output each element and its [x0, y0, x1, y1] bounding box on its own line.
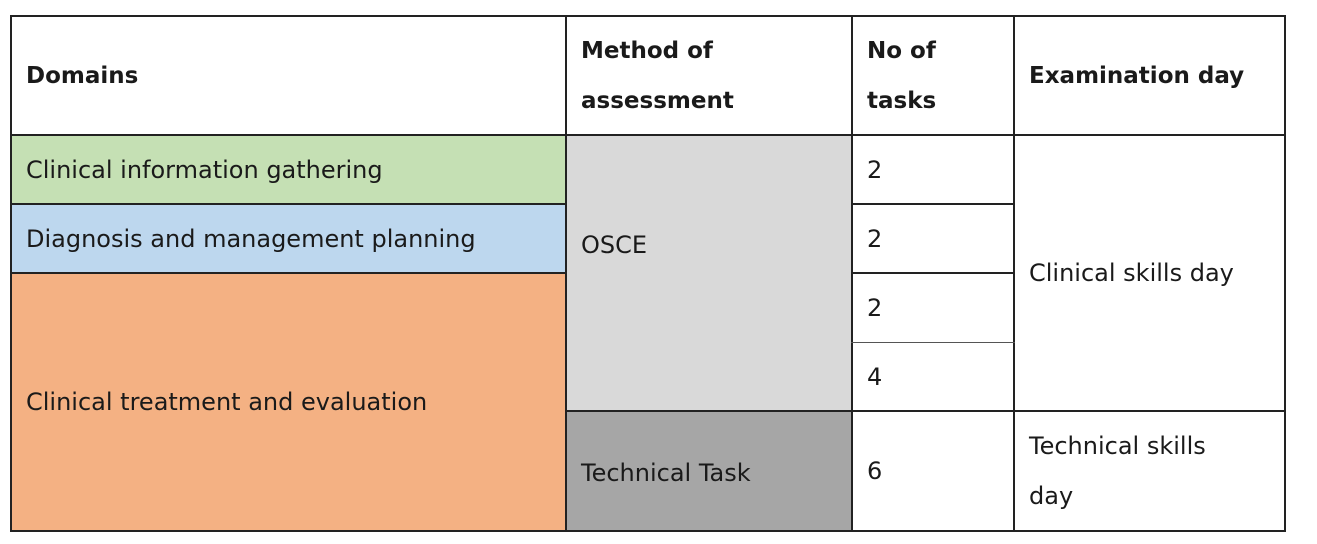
- domain-cell: Clinical treatment and evaluation: [11, 273, 566, 531]
- day-cell: Clinical skills day: [1029, 259, 1234, 287]
- border-line: [851, 203, 1015, 205]
- domain-cell: Clinical information gathering: [11, 135, 566, 204]
- header-method: Method of assessment: [581, 37, 734, 114]
- border-line: [10, 530, 1286, 532]
- domain-cell: Diagnosis and management planning: [11, 204, 566, 273]
- border-line: [565, 410, 1286, 412]
- tasks-cell: 2: [867, 293, 883, 322]
- method-cell: Technical Task: [566, 411, 852, 531]
- header-tasks: No of tasks: [867, 37, 937, 114]
- header-domains: Domains: [26, 62, 139, 89]
- border-line: [10, 134, 1286, 136]
- tasks-cell: 6: [867, 457, 883, 485]
- border-line: [851, 272, 1015, 274]
- border-line: [851, 342, 1015, 343]
- border-line: [1284, 15, 1286, 532]
- tasks-cell: 4: [867, 362, 883, 391]
- method-cell: OSCE: [566, 135, 852, 411]
- border-line: [10, 203, 567, 205]
- day-cell: Technical skills day: [1029, 432, 1206, 510]
- tasks-cell: 2: [867, 155, 883, 184]
- border-line: [10, 272, 567, 274]
- tasks-cell: 2: [867, 224, 883, 253]
- border-line: [10, 15, 1286, 17]
- header-day: Examination day: [1029, 62, 1245, 89]
